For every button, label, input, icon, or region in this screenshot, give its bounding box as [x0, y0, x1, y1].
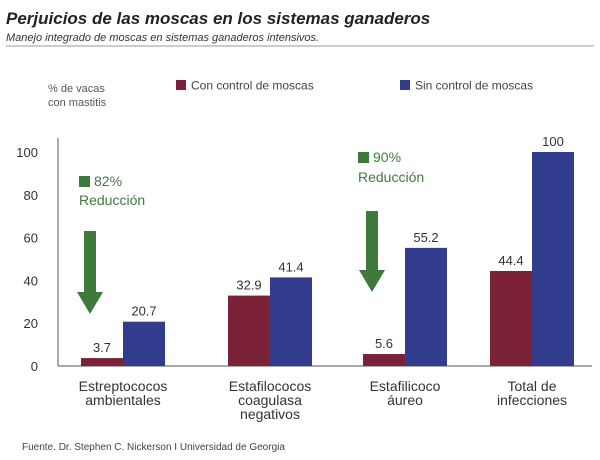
bar-sin-1	[270, 277, 312, 366]
bar-value-label: 20.7	[131, 304, 156, 319]
y-tick-label: 80	[24, 188, 38, 203]
x-category-label: áureo	[387, 392, 423, 408]
bar-value-label: 3.7	[93, 340, 111, 355]
y-axis-label-line: con mastitis	[48, 97, 107, 109]
chart-subtitle: Manejo integrado de moscas en sistemas g…	[6, 32, 319, 44]
y-tick-label: 60	[24, 231, 38, 246]
bar-value-label: 5.6	[375, 336, 393, 351]
bar-sin-0	[123, 321, 165, 366]
down-arrow-icon	[359, 211, 385, 292]
y-tick-label: 0	[31, 359, 38, 374]
x-category-label: infecciones	[497, 392, 567, 408]
reduction-marker	[358, 152, 369, 163]
x-category-label: Estafilococos	[229, 378, 311, 394]
source-note: Fuente. Dr. Stephen C. Nickerson I Unive…	[22, 442, 285, 453]
bar-value-label: 32.9	[236, 278, 261, 293]
x-category-label: Estafilicoco	[370, 378, 441, 394]
x-category-label: coagulasa	[238, 392, 302, 408]
bar-value-label: 41.4	[278, 259, 303, 274]
bar-con-1	[228, 295, 270, 366]
chart-title: Perjuicios de las moscas en los sistemas…	[6, 9, 430, 28]
plot-area: % de vacas con mastitis Con control de mos…	[16, 79, 592, 422]
legend-swatch-sin	[400, 80, 410, 90]
legend-swatch-con	[176, 80, 186, 90]
reduction-label: Reducción	[79, 192, 145, 208]
bar-value-label: 55.2	[413, 230, 438, 245]
reduction-percent: 90%	[373, 149, 401, 165]
bar-sin-2	[405, 247, 447, 366]
x-category-label: Total de	[507, 378, 556, 394]
bar-con-3	[490, 270, 532, 366]
y-axis-label-line: % de vacas	[48, 83, 105, 95]
legend-label-sin: Sin control de moscas	[415, 79, 533, 93]
bar-value-label: 44.4	[498, 253, 523, 268]
bar-con-0	[81, 358, 123, 366]
x-category-label: Estreptococos	[79, 378, 168, 394]
reduction-percent: 82%	[94, 173, 122, 189]
bar-con-2	[363, 354, 405, 366]
x-category-label: negativos	[240, 406, 300, 422]
y-tick-label: 40	[24, 273, 38, 288]
legend-label-con: Con control de moscas	[191, 79, 314, 93]
x-category-label: ambientales	[85, 392, 161, 408]
reduction-label: Reducción	[358, 169, 424, 185]
bar-value-label: 100	[542, 134, 564, 149]
y-tick-label: 20	[24, 316, 38, 331]
y-tick-label: 100	[16, 145, 38, 160]
bar-sin-3	[532, 152, 574, 366]
down-arrow-icon	[77, 231, 103, 314]
reduction-marker	[79, 176, 90, 187]
